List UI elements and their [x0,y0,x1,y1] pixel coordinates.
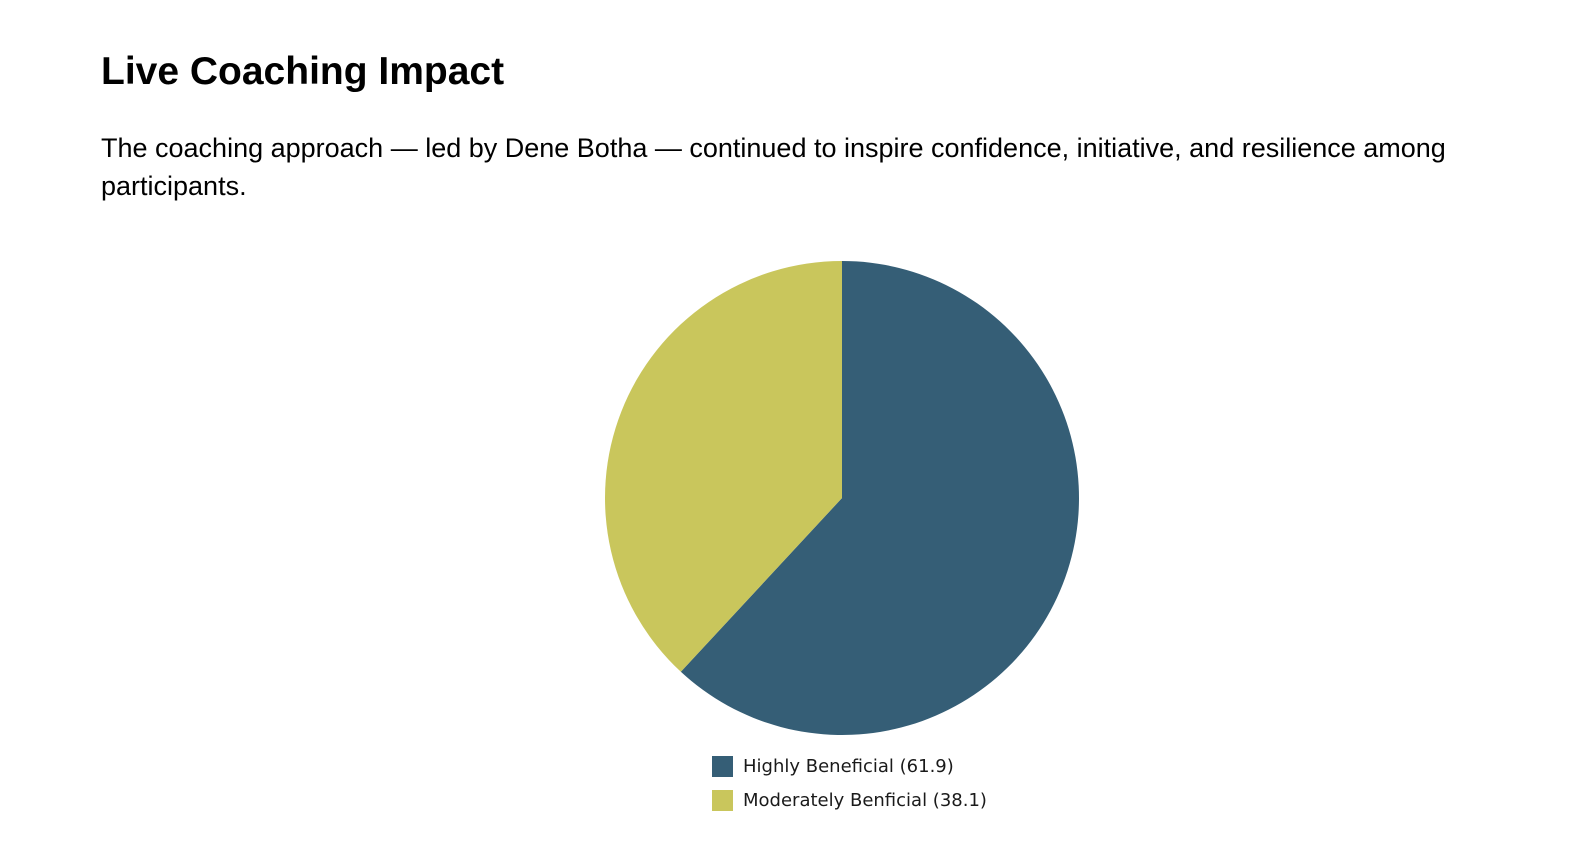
page-description: The coaching approach — led by Dene Both… [101,133,1446,201]
pie-slices [605,261,1080,736]
legend-label: Moderately Benficial (38.1) [743,790,987,811]
chart-legend: Highly Beneficial (61.9) Moderately Benfi… [712,756,987,811]
legend-item: Moderately Benficial (38.1) [712,790,987,811]
legend-swatch [712,756,733,777]
pie-slice-moderately-benficial [605,261,842,672]
legend-label: Highly Beneficial (61.9) [743,756,954,777]
legend-item: Highly Beneficial (61.9) [712,756,954,777]
legend-swatch [712,790,733,811]
pie-slice-highly-beneficial [680,261,1080,736]
page-title: Live Coaching Impact [101,50,505,93]
